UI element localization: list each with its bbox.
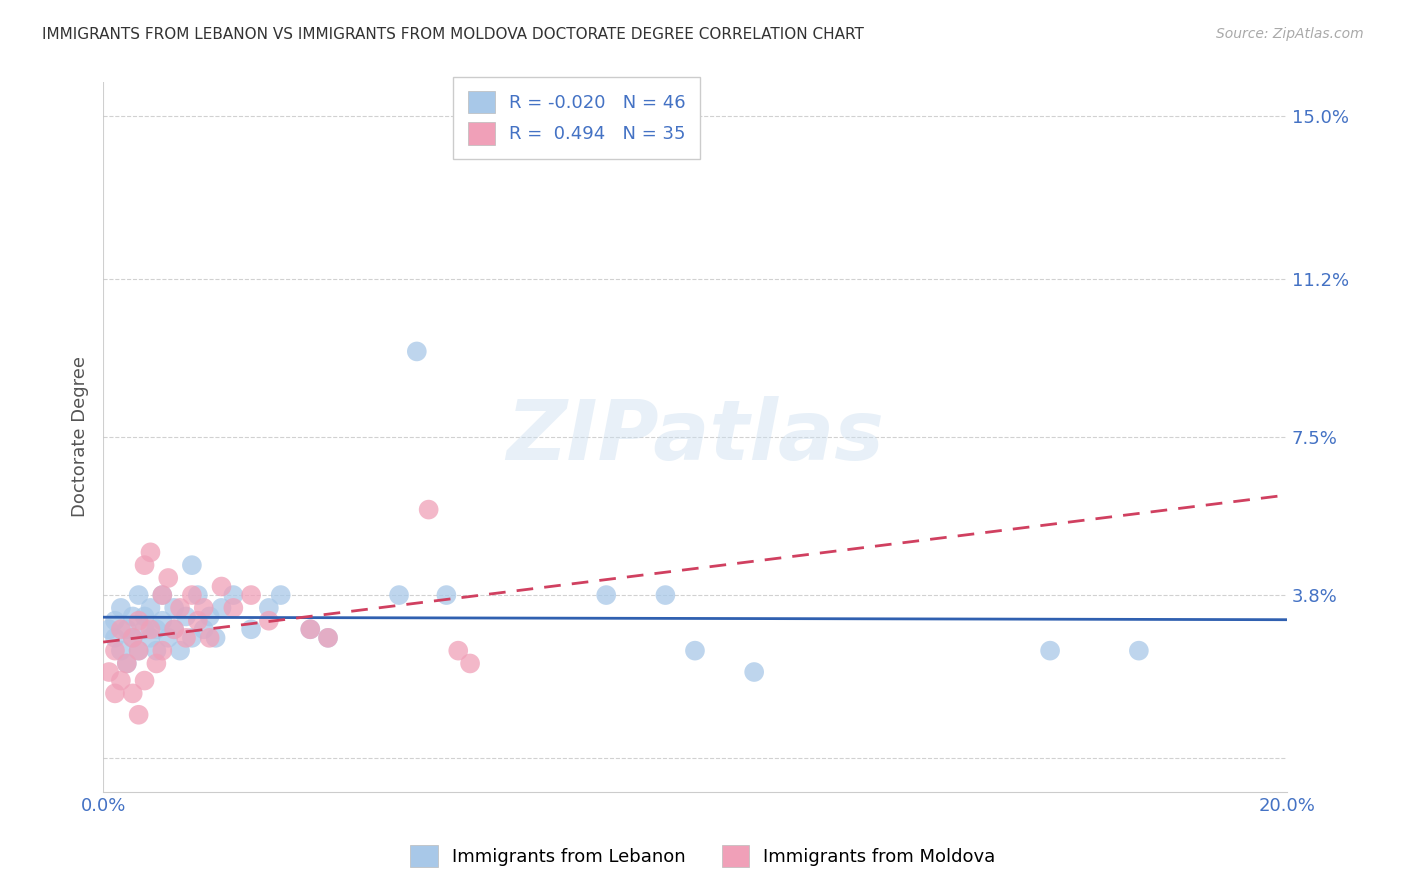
Text: ZIPatlas: ZIPatlas [506, 396, 884, 477]
Point [257, 614, 280, 628]
Point [193, 622, 215, 636]
Point [110, 643, 132, 657]
Point [447, 643, 470, 657]
Point [128, 614, 150, 628]
Point [104, 686, 127, 700]
Point [316, 631, 339, 645]
Point [110, 673, 132, 688]
Point [150, 614, 173, 628]
Point [139, 601, 162, 615]
Point [139, 631, 162, 645]
Point [150, 643, 173, 657]
Point [134, 558, 156, 573]
Point [198, 631, 221, 645]
Point [595, 588, 617, 602]
Point [98, 665, 121, 679]
Point [683, 643, 706, 657]
Point [204, 631, 226, 645]
Point [139, 622, 162, 636]
Legend: R = -0.020   N = 46, R =  0.494   N = 35: R = -0.020 N = 46, R = 0.494 N = 35 [453, 77, 700, 159]
Point [104, 643, 127, 657]
Point [121, 686, 143, 700]
Point [180, 631, 202, 645]
Point [121, 631, 143, 645]
Point [174, 609, 197, 624]
Point [163, 601, 186, 615]
Point [222, 601, 245, 615]
Point [169, 643, 191, 657]
Text: IMMIGRANTS FROM LEBANON VS IMMIGRANTS FROM MOLDOVA DOCTORATE DEGREE CORRELATION : IMMIGRANTS FROM LEBANON VS IMMIGRANTS FR… [42, 27, 865, 42]
Point [157, 631, 180, 645]
Point [110, 622, 132, 636]
Point [115, 622, 138, 636]
Point [104, 631, 127, 645]
Point [211, 601, 233, 615]
Point [163, 622, 186, 636]
Point [115, 657, 138, 671]
Point [222, 588, 245, 602]
Point [139, 545, 162, 559]
Point [458, 657, 481, 671]
Point [1039, 643, 1062, 657]
Point [134, 673, 156, 688]
Y-axis label: Doctorate Degree: Doctorate Degree [72, 357, 89, 517]
Point [145, 657, 167, 671]
Point [128, 643, 150, 657]
Point [742, 665, 765, 679]
Point [128, 707, 150, 722]
Point [193, 601, 215, 615]
Point [257, 601, 280, 615]
Point [434, 588, 457, 602]
Point [270, 588, 292, 602]
Point [388, 588, 411, 602]
Point [174, 631, 197, 645]
Point [180, 558, 202, 573]
Point [121, 631, 143, 645]
Point [240, 622, 263, 636]
Point [1128, 643, 1150, 657]
Point [157, 571, 180, 585]
Point [198, 609, 221, 624]
Point [121, 609, 143, 624]
Point [187, 614, 209, 628]
Point [145, 622, 167, 636]
Point [316, 631, 339, 645]
Point [180, 588, 202, 602]
Point [104, 614, 127, 628]
Legend: Immigrants from Lebanon, Immigrants from Moldova: Immigrants from Lebanon, Immigrants from… [404, 838, 1002, 874]
Point [134, 622, 156, 636]
Point [98, 622, 121, 636]
Point [211, 580, 233, 594]
Point [418, 502, 440, 516]
Point [150, 588, 173, 602]
Point [128, 588, 150, 602]
Point [299, 622, 322, 636]
Point [654, 588, 676, 602]
Point [405, 344, 427, 359]
Point [150, 588, 173, 602]
Point [110, 601, 132, 615]
Point [128, 643, 150, 657]
Point [145, 643, 167, 657]
Point [299, 622, 322, 636]
Point [187, 588, 209, 602]
Point [240, 588, 263, 602]
Point [115, 657, 138, 671]
Point [134, 609, 156, 624]
Point [163, 622, 186, 636]
Point [169, 601, 191, 615]
Text: Source: ZipAtlas.com: Source: ZipAtlas.com [1216, 27, 1364, 41]
